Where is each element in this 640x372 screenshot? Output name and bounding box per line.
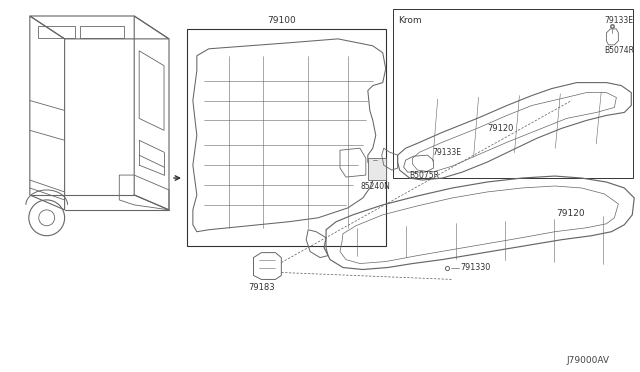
Text: 79133E: 79133E	[604, 16, 634, 25]
Text: 79133E: 79133E	[433, 148, 461, 157]
Text: 79100: 79100	[267, 16, 296, 25]
Text: B5075R: B5075R	[410, 171, 440, 180]
Text: Krom: Krom	[397, 16, 421, 25]
Text: 85240N: 85240N	[361, 183, 391, 192]
Text: B5074R: B5074R	[604, 46, 634, 55]
Bar	[368, 158, 386, 180]
Bar	[187, 29, 386, 246]
Text: 79183: 79183	[248, 283, 275, 292]
Text: 79120: 79120	[557, 209, 586, 218]
Bar	[393, 9, 633, 178]
Text: 791330: 791330	[460, 263, 490, 272]
Text: 79120: 79120	[487, 124, 513, 133]
Text: J79000AV: J79000AV	[566, 356, 610, 365]
